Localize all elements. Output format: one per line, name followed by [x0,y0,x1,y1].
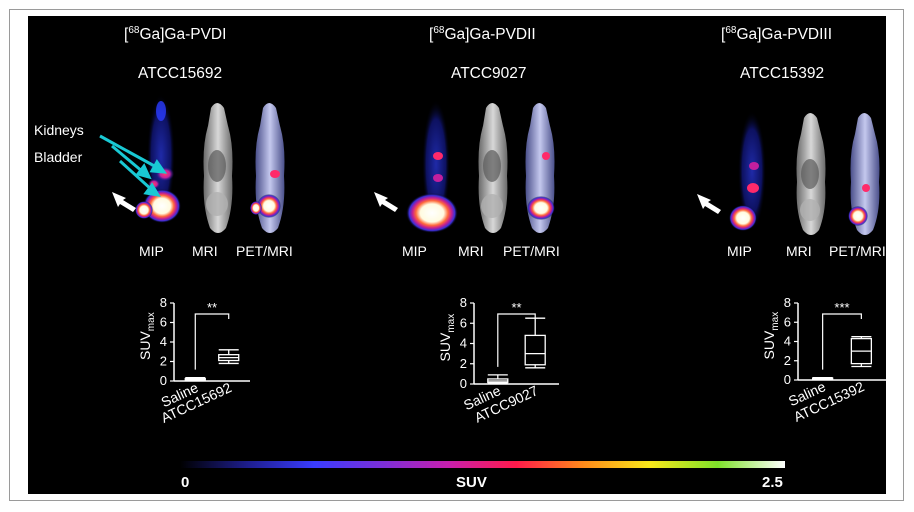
strain-label-2: ATCC9027 [451,65,527,82]
kidneys-label: Kidneys [34,122,84,138]
significance-label: ** [511,300,521,315]
significance-label: ** [207,300,217,315]
mri-image-3 [796,113,826,235]
bladder-label: Bladder [34,149,83,165]
box-atcc15692 [218,349,240,365]
petmri-image-2 [525,103,555,233]
tracer-title-3: [68Ga]Ga-PVDIII [721,25,833,43]
kidneys-arrow [99,134,168,180]
white-arrow-2 [374,192,398,212]
petmri-image-3 [848,113,880,235]
y-tick-label: 8 [160,295,167,310]
tracer-title-1: [68Ga]Ga-PVDI [124,25,227,43]
y-tick-label: 2 [460,356,467,371]
y-axis-label: SUVmax [137,312,157,360]
mri-label-2: MRI [458,243,484,259]
strain-label-3: ATCC15392 [740,65,825,82]
box-saline [184,376,206,381]
y-tick-label: 4 [460,336,467,351]
significance-bracket [497,313,536,367]
y-axis-label: SUVmax [437,314,457,362]
y-tick-label: 6 [784,314,791,329]
white-arrow-1 [112,192,136,212]
mip-label-1: MIP [139,243,164,259]
y-tick-label: 0 [160,373,167,388]
bladder-arrow [118,159,161,198]
box-atcc9027 [524,317,546,369]
y-axis-label: SUVmax [761,312,781,360]
colorbar-max-label: 2.5 [762,474,783,491]
y-tick-label: 4 [784,334,791,349]
y-tick-label: 8 [784,295,791,310]
colorbar-title: SUV [456,474,487,491]
mri-image-1 [203,103,233,233]
y-tick-label: 6 [460,315,467,330]
image-panel: 8 6 4 2 0 SUVmax ** Saline ATCC15692 8 6 4 2 0 SUVmax *… [28,16,886,494]
tracer-title-2: [68Ga]Ga-PVDII [429,25,536,43]
petmri-label-2: PET/MRI [503,243,560,259]
strain-label-1: ATCC15692 [138,65,223,82]
petmri-label-3: PET/MRI [829,243,886,259]
box-saline [487,374,509,385]
box-atcc15392 [850,336,873,368]
y-tick-label: 2 [160,354,167,369]
y-tick-label: 8 [460,295,467,310]
box-iqr [524,334,546,366]
y-tick-label: 2 [784,353,791,368]
box-saline [811,376,834,381]
significance-bracket [194,313,230,370]
mri-label-3: MRI [786,243,812,259]
white-arrow-3 [697,194,721,214]
scan-scene: 86420SUVmax**SalineATCC1569286420SUVmax*… [99,94,886,468]
y-tick-label: 0 [784,372,791,387]
y-tick-label: 4 [160,334,167,349]
mip-image-2 [406,100,458,233]
mip-label-2: MIP [402,243,427,259]
mri-label-1: MRI [192,243,218,259]
y-tick-label: 6 [160,315,167,330]
y-tick-label: 0 [460,376,467,391]
significance-label: *** [834,300,849,315]
figure-frame: 8 6 4 2 0 SUVmax ** Saline ATCC15692 8 6 4 2 0 SUVmax *… [9,9,904,501]
mip-label-3: MIP [727,243,752,259]
petmri-label-1: PET/MRI [236,243,293,259]
petmri-image-1 [250,103,285,233]
mri-image-2 [478,103,508,233]
colorbar [180,461,785,468]
significance-bracket [822,313,862,370]
colorbar-min-label: 0 [181,474,190,491]
mip-image-3 [729,111,766,231]
